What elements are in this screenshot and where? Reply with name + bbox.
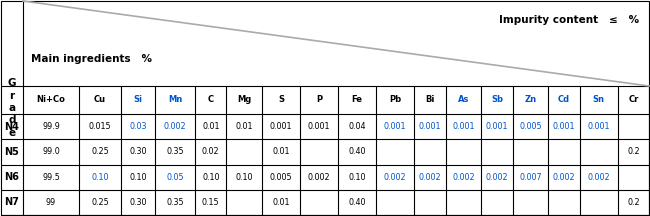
Text: 0.10: 0.10: [348, 173, 366, 182]
Text: 0.30: 0.30: [129, 198, 147, 207]
Text: 0.40: 0.40: [348, 147, 366, 156]
Text: 0.35: 0.35: [166, 198, 184, 207]
Text: Sn: Sn: [593, 95, 605, 105]
Text: 0.002: 0.002: [452, 173, 474, 182]
Text: 0.001: 0.001: [308, 122, 330, 131]
Text: 0.25: 0.25: [91, 147, 109, 156]
Text: 0.001: 0.001: [452, 122, 474, 131]
Text: 99.5: 99.5: [42, 173, 60, 182]
Text: 0.10: 0.10: [92, 173, 109, 182]
Text: 0.10: 0.10: [129, 173, 147, 182]
Text: 0.10: 0.10: [235, 173, 253, 182]
Text: 0.001: 0.001: [270, 122, 292, 131]
Text: 0.001: 0.001: [552, 122, 575, 131]
Text: 0.2: 0.2: [627, 198, 640, 207]
Text: N4: N4: [5, 122, 20, 132]
Text: Si: Si: [134, 95, 142, 105]
Text: 0.35: 0.35: [166, 147, 184, 156]
Text: Impurity content   ≤   %: Impurity content ≤ %: [499, 15, 639, 25]
Text: 0.005: 0.005: [270, 173, 292, 182]
Text: 0.05: 0.05: [166, 173, 184, 182]
Text: 0.001: 0.001: [384, 122, 406, 131]
Text: 0.005: 0.005: [519, 122, 542, 131]
Text: 0.002: 0.002: [308, 173, 331, 182]
Text: 0.02: 0.02: [202, 147, 220, 156]
Text: Cd: Cd: [558, 95, 570, 105]
Text: Fe: Fe: [352, 95, 363, 105]
Text: Ni+Co: Ni+Co: [36, 95, 66, 105]
Text: N5: N5: [5, 147, 20, 157]
Text: Pb: Pb: [389, 95, 401, 105]
Text: 0.10: 0.10: [202, 173, 220, 182]
Text: 0.2: 0.2: [627, 147, 640, 156]
Text: Zn: Zn: [525, 95, 536, 105]
Text: 0.002: 0.002: [384, 173, 406, 182]
Text: 0.15: 0.15: [202, 198, 220, 207]
Text: 0.001: 0.001: [419, 122, 441, 131]
Text: Mn: Mn: [168, 95, 182, 105]
Text: Bi: Bi: [425, 95, 435, 105]
Text: 0.002: 0.002: [419, 173, 441, 182]
Text: Cr: Cr: [628, 95, 638, 105]
Text: 0.001: 0.001: [486, 122, 508, 131]
Text: 0.002: 0.002: [164, 122, 187, 131]
Text: 0.04: 0.04: [348, 122, 366, 131]
Text: 99.9: 99.9: [42, 122, 60, 131]
Text: Main ingredients   %: Main ingredients %: [31, 54, 152, 64]
Text: 0.002: 0.002: [588, 173, 610, 182]
Text: C: C: [208, 95, 214, 105]
Text: 0.007: 0.007: [519, 173, 542, 182]
Text: 0.40: 0.40: [348, 198, 366, 207]
Text: 0.002: 0.002: [486, 173, 508, 182]
Text: G
r
a
d
e: G r a d e: [8, 78, 16, 138]
Text: S: S: [278, 95, 284, 105]
Text: 0.01: 0.01: [235, 122, 253, 131]
Text: Mg: Mg: [237, 95, 252, 105]
Text: 0.01: 0.01: [272, 198, 290, 207]
Text: P: P: [316, 95, 322, 105]
Text: Sb: Sb: [491, 95, 503, 105]
Text: 0.001: 0.001: [588, 122, 610, 131]
Text: 0.25: 0.25: [91, 198, 109, 207]
Text: 99: 99: [46, 198, 56, 207]
Text: N6: N6: [5, 172, 20, 182]
Text: Cu: Cu: [94, 95, 106, 105]
Text: As: As: [458, 95, 469, 105]
Text: 99.0: 99.0: [42, 147, 60, 156]
Text: 0.015: 0.015: [89, 122, 111, 131]
Text: N7: N7: [5, 197, 20, 207]
Text: 0.01: 0.01: [202, 122, 220, 131]
Text: 0.002: 0.002: [552, 173, 575, 182]
Text: 0.01: 0.01: [272, 147, 290, 156]
Text: 0.30: 0.30: [129, 147, 147, 156]
Text: 0.03: 0.03: [129, 122, 147, 131]
